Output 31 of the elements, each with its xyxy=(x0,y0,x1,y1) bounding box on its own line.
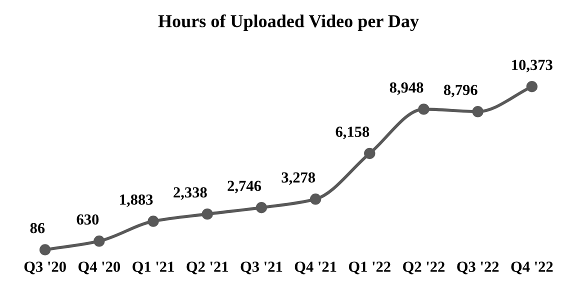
x-tick-label: Q1 '22 xyxy=(348,262,390,274)
data-label: 6,158 xyxy=(336,126,370,140)
point xyxy=(418,104,430,115)
x-tick-label: Q3 '21 xyxy=(240,262,282,274)
point xyxy=(94,236,105,247)
x-tick-label: Q2 '21 xyxy=(186,262,228,274)
data-label: 2,746 xyxy=(228,180,262,194)
data-label: 3,278 xyxy=(282,172,316,185)
point xyxy=(364,148,376,160)
data-label: 10,373 xyxy=(512,60,552,72)
point xyxy=(310,194,322,205)
data-label: 8,948 xyxy=(390,82,424,95)
x-tick-label: Q4 '22 xyxy=(511,262,553,274)
data-label: 1,883 xyxy=(120,194,153,207)
point xyxy=(526,80,538,92)
x-tick-label: Q4 '21 xyxy=(294,262,336,274)
point xyxy=(202,208,213,220)
point xyxy=(472,106,484,118)
data-label: 8,796 xyxy=(444,84,478,98)
data-label: 86 xyxy=(30,222,45,234)
point xyxy=(256,202,268,214)
data-label: 630 xyxy=(76,214,99,225)
point xyxy=(39,244,51,256)
x-tick-label: Q2 '22 xyxy=(403,262,445,274)
point xyxy=(148,216,159,227)
chart-title: Hours of Uploaded Video per Day xyxy=(158,14,419,32)
x-tick-label: Q4 '20 xyxy=(78,262,120,274)
data-label: 2,338 xyxy=(174,187,207,200)
x-tick-label: Q3 '20 xyxy=(24,262,66,274)
x-tick-label: Q3 '22 xyxy=(457,262,499,274)
x-tick-label: Q1 '21 xyxy=(132,262,174,274)
